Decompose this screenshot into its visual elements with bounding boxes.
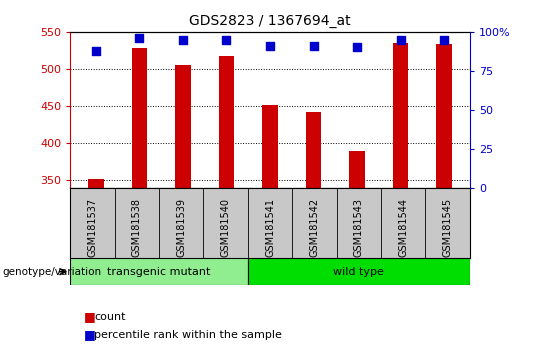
Point	[179, 37, 187, 42]
Title: GDS2823 / 1367694_at: GDS2823 / 1367694_at	[189, 14, 351, 28]
Bar	[70, 258, 248, 285]
Bar	[262, 104, 278, 188]
Text: GSM181544: GSM181544	[398, 198, 408, 257]
Point	[396, 37, 405, 42]
Point	[266, 43, 274, 49]
Text: GSM181542: GSM181542	[309, 198, 319, 257]
Point	[92, 48, 100, 53]
Point	[353, 45, 361, 50]
Text: percentile rank within the sample: percentile rank within the sample	[94, 330, 282, 339]
Text: GSM181545: GSM181545	[443, 198, 453, 257]
Text: genotype/variation: genotype/variation	[3, 267, 102, 277]
Text: GSM181539: GSM181539	[176, 198, 186, 257]
Bar	[89, 179, 104, 188]
Text: transgenic mutant: transgenic mutant	[107, 267, 211, 277]
Text: count: count	[94, 312, 126, 322]
Text: ■: ■	[84, 328, 96, 341]
Bar	[176, 65, 191, 188]
Text: GSM181538: GSM181538	[132, 198, 142, 257]
Bar	[248, 258, 470, 285]
Point	[440, 37, 448, 42]
Bar	[219, 56, 234, 188]
Text: wild type: wild type	[333, 267, 384, 277]
Bar	[349, 150, 364, 188]
Text: GSM181540: GSM181540	[221, 198, 231, 257]
Bar	[393, 43, 408, 188]
Text: GSM181543: GSM181543	[354, 198, 364, 257]
Text: GSM181537: GSM181537	[87, 198, 97, 257]
Point	[222, 37, 231, 42]
Text: ■: ■	[84, 310, 96, 323]
Bar	[306, 112, 321, 188]
Bar	[436, 45, 451, 188]
Point	[135, 35, 144, 41]
Point	[309, 43, 318, 49]
Text: GSM181541: GSM181541	[265, 198, 275, 257]
Bar	[132, 48, 147, 188]
